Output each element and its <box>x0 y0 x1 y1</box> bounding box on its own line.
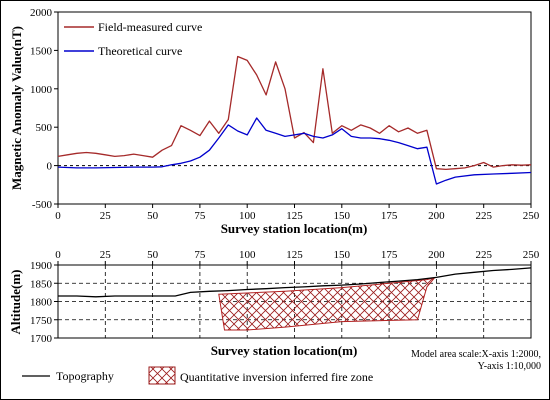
bottom-y-ticks: 1700 1750 1800 1850 1900 <box>30 260 58 345</box>
bottom-x-tick-label: 100 <box>239 249 256 261</box>
top-y-tick-label: 500 <box>36 122 53 134</box>
top-x-tick-label: 50 <box>147 210 159 222</box>
legend-swatch-fire-zone <box>148 366 176 385</box>
bottom-grid <box>58 265 531 338</box>
top-x-tick-label: 200 <box>428 210 445 222</box>
top-x-ticks: 0 25 50 75 100 125 150 175 200 225 250 <box>55 204 540 222</box>
bottom-series-group <box>58 267 532 331</box>
top-x-tick-label: 100 <box>239 210 256 222</box>
top-x-tick-label: 150 <box>334 210 351 222</box>
bottom-x-tick-label: 50 <box>147 249 159 261</box>
bottom-x-tick-label: 125 <box>286 249 303 261</box>
series-line-field-measured-curve <box>57 55 532 171</box>
top-x-tick-label: 75 <box>194 210 206 222</box>
bottom-x-tick-label: 75 <box>194 249 206 261</box>
bottom-legend: Topography Quantitative inversion inferr… <box>22 366 373 385</box>
top-x-tick-label: 125 <box>286 210 303 222</box>
top-y-tick-label: 1500 <box>30 45 53 57</box>
bottom-x-ticks: 0 25 50 75 100 125 150 175 200 225 250 <box>55 249 540 265</box>
top-legend: Field-measured curve Theoretical curve <box>64 20 202 58</box>
top-plot-frame <box>57 11 532 205</box>
series-line-theoretical-curve <box>57 117 532 185</box>
altitude-chart: 1700 1750 1800 1850 1900 0 25 50 75 100 125 150 175… <box>8 249 541 385</box>
legend-label-theoretical: Theoretical curve <box>98 44 182 58</box>
top-y-tick-label: 1000 <box>30 84 53 96</box>
top-y-ticks: -500 0 500 1000 1500 2000 <box>30 7 58 211</box>
fire-zone-polygon <box>218 276 436 331</box>
top-y-tick-label: -500 <box>32 199 53 211</box>
bottom-x-tick-label: 200 <box>428 249 445 261</box>
bottom-x-tick-label: 225 <box>475 249 492 261</box>
bottom-y-tick-label: 1800 <box>30 297 53 309</box>
top-y-tick-label: 2000 <box>30 7 53 19</box>
legend-label-field-measured: Field-measured curve <box>98 20 202 34</box>
top-x-tick-label: 25 <box>100 210 112 222</box>
top-x-tick-label: 250 <box>523 210 540 222</box>
topography-line <box>58 267 532 298</box>
bottom-x-tick-label: 250 <box>523 249 540 261</box>
legend-label-fire-zone: Quantitative inversion inferred fire zon… <box>180 370 373 384</box>
bottom-y-axis-title: Altitude(m) <box>8 270 23 335</box>
bottom-y-tick-label: 1850 <box>30 278 53 290</box>
top-x-tick-label: 0 <box>55 210 61 222</box>
bottom-x-axis-title: Survey station location(m) <box>211 343 358 358</box>
scale-note-line2: Y-axis 1:10,000 <box>478 361 541 372</box>
bottom-x-tick-label: 150 <box>334 249 351 261</box>
bottom-x-tick-label: 0 <box>55 249 61 261</box>
top-x-tick-label: 225 <box>475 210 492 222</box>
bottom-x-tick-label: 175 <box>381 249 398 261</box>
bottom-y-tick-label: 1700 <box>30 333 53 345</box>
bottom-x-tick-label: 25 <box>100 249 112 261</box>
top-y-tick-label: 0 <box>47 161 53 173</box>
legend-label-topography: Topography <box>56 369 114 383</box>
scale-note-line1: Model area scale:X-axis 1:2000, <box>411 349 541 360</box>
bottom-y-tick-label: 1900 <box>30 260 53 272</box>
top-series-group <box>57 55 532 185</box>
bottom-y-tick-label: 1750 <box>30 315 53 327</box>
top-y-axis-title: Magnetic Anomaly Value(nT) <box>9 26 24 190</box>
top-x-axis-title: Survey station location(m) <box>221 221 368 236</box>
top-x-tick-label: 175 <box>381 210 398 222</box>
